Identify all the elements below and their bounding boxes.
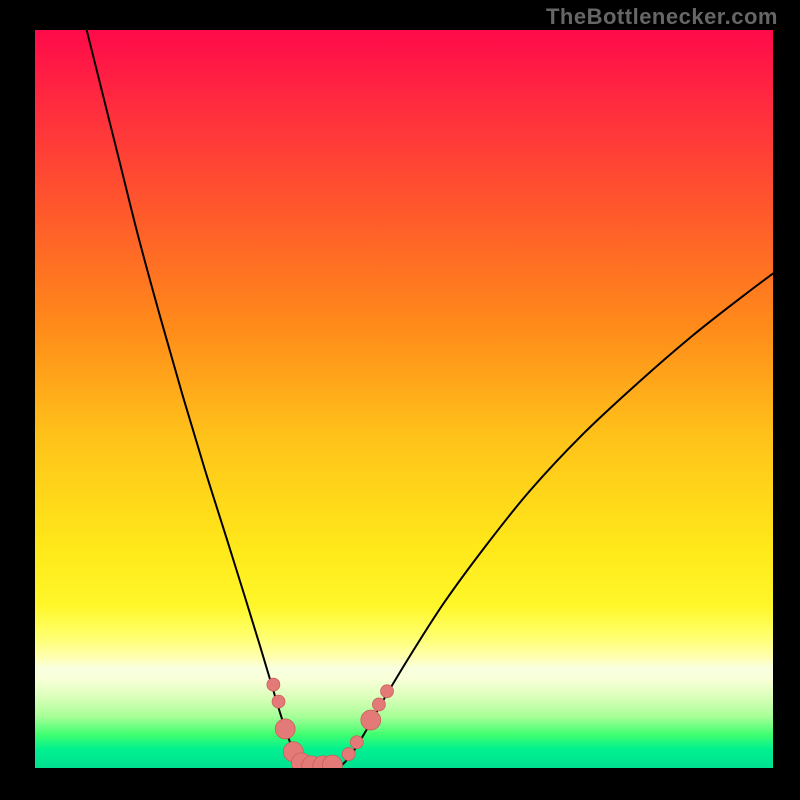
data-marker	[275, 719, 295, 739]
data-marker	[350, 736, 363, 749]
stage: TheBottlenecker.com	[0, 0, 800, 800]
bottleneck-chart	[35, 30, 773, 768]
data-marker	[372, 698, 385, 711]
watermark-text: TheBottlenecker.com	[546, 4, 778, 30]
data-marker	[361, 710, 381, 730]
data-marker	[267, 678, 280, 691]
data-marker	[272, 695, 285, 708]
data-marker	[381, 685, 394, 698]
data-marker	[342, 747, 355, 760]
plot-background	[35, 30, 773, 768]
